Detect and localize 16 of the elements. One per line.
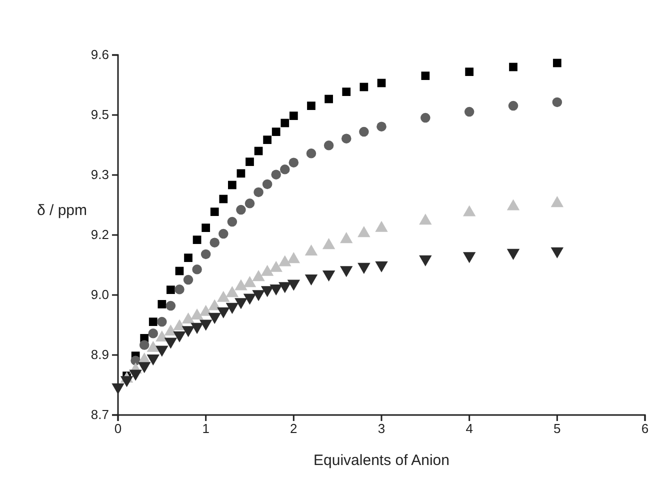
x-tick-label: 4 (466, 421, 473, 436)
y-tick-label: 9.5 (90, 107, 109, 122)
y-tick-label: 9.0 (90, 287, 109, 302)
y-tick-label: 8.9 (90, 347, 109, 362)
x-tick-label: 5 (554, 421, 561, 436)
x-tick-label: 2 (290, 421, 298, 436)
y-tick-label: 9.6 (90, 47, 109, 62)
x-tick-label: 3 (378, 421, 386, 436)
x-axis-title: Equivalents of Anion (314, 452, 450, 469)
y-tick-label: 9.3 (90, 167, 109, 182)
y-tick-label: 8.7 (90, 407, 109, 422)
x-tick-label: 6 (641, 421, 649, 436)
y-axis-title: δ / ppm (36, 202, 88, 219)
x-tick-label: 0 (114, 421, 122, 436)
x-tick-label: 1 (202, 421, 210, 436)
y-tick-label: 9.2 (90, 227, 109, 242)
